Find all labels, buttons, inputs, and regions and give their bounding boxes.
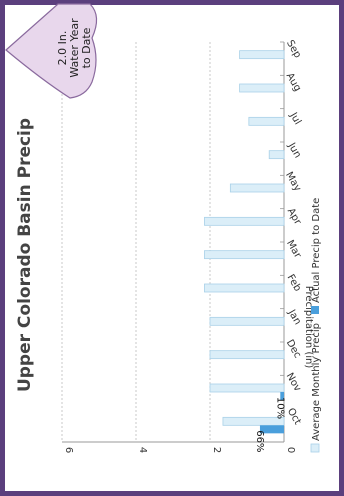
- data-label-nov: 10%: [274, 397, 285, 419]
- badge-shape: [5, 3, 98, 99]
- category-label-dec: Dec: [284, 338, 303, 360]
- value-tick-label: 6: [63, 447, 74, 453]
- value-tick-label: 4: [137, 447, 148, 453]
- category-label-aug: Aug: [284, 71, 303, 93]
- bar-average-jun: [268, 150, 285, 160]
- legend: Average Monthly Precip Actual Precip to D…: [310, 198, 322, 453]
- category-label-sep: Sep: [284, 38, 303, 60]
- category-label-may: May: [283, 170, 303, 193]
- value-axis-title: Precipitation (in): [303, 286, 314, 369]
- bar-average-feb: [204, 283, 285, 293]
- category-label-mar: Mar: [284, 238, 303, 261]
- bar-average-oct: [222, 416, 285, 426]
- legend-label-average: Average Monthly Precip: [311, 323, 322, 441]
- category-label-oct: Oct: [285, 406, 303, 427]
- data-label-oct: 66%: [254, 430, 265, 452]
- chart-title: Upper Colorado Basin Precip: [15, 118, 35, 392]
- category-label-jun: Jun: [285, 140, 303, 160]
- bar-actual-nov: [280, 392, 284, 400]
- legend-swatch-actual: [311, 306, 319, 314]
- bar-average-mar: [204, 250, 285, 260]
- category-label-feb: Feb: [285, 273, 303, 294]
- category-label-apr: Apr: [285, 206, 304, 227]
- badge-line-2: Water Year: [68, 18, 81, 78]
- bar-average-may: [229, 183, 285, 193]
- bar-average-sep: [239, 50, 285, 60]
- badge-line-3: to Date: [80, 27, 93, 68]
- bar-actual-oct: [259, 425, 284, 434]
- category-label-nov: Nov: [284, 371, 303, 393]
- bar-average-dec: [209, 350, 285, 360]
- bar-average-aug: [239, 83, 285, 93]
- value-tick-label: 2: [211, 447, 222, 453]
- bar-average-jan: [209, 316, 285, 326]
- category-label-jan: Jan: [285, 307, 303, 327]
- bar-average-apr: [204, 216, 285, 226]
- water-year-badge: 2.0 In. Water Year to Date: [5, 3, 98, 99]
- badge-line-1: 2.0 In.: [56, 31, 69, 66]
- legend-swatch-average: [310, 443, 320, 453]
- value-tick-label: 0: [285, 447, 296, 453]
- legend-label-actual: Actual Precip to Date: [311, 198, 322, 303]
- bar-average-nov: [209, 383, 285, 393]
- category-label-jul: Jul: [287, 110, 303, 127]
- bar-average-jul: [248, 116, 285, 126]
